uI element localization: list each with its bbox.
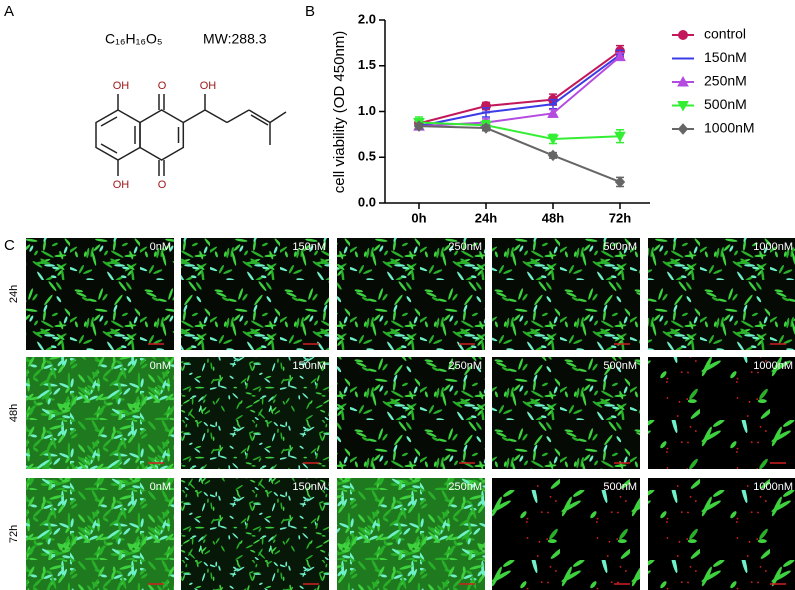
atom-label: OH [113,80,130,92]
series [413,50,626,131]
marker [547,134,559,145]
series-line [418,50,621,125]
micrograph [337,478,485,590]
panel-label: A [4,3,14,20]
micrograph [181,478,329,590]
image-grid: 24h 0nM 150nM 250nM 500nM 1000nM 48h 0nM 150nM 25… [8,238,795,590]
atom-label: OH [113,179,130,191]
micrograph [181,357,329,469]
column-label: 150nM [292,241,326,253]
series-line [418,53,621,128]
column-label: 150nM [292,360,326,372]
row-label: 72h [8,525,20,543]
marker [547,149,559,162]
column-label: 1000nM [753,241,793,253]
series [413,120,626,188]
marker [677,101,689,112]
x-tick-label: 0h [411,210,426,225]
micrograph [26,478,174,590]
atom-label: OH [200,80,217,92]
atom-label: O [158,80,167,92]
column-label: 0nM [150,481,171,493]
column-label: 1000nM [753,360,793,372]
series-line [418,125,621,183]
micrograph [492,478,640,590]
legend-label: 500nM [704,96,747,112]
column-label: 150nM [292,481,326,493]
marker [480,122,492,134]
column-label: 500nM [603,481,637,493]
series [414,44,625,129]
panel-label: B [305,3,315,20]
marker [614,176,626,188]
marker [677,75,689,87]
molecular-weight: MW:288.3 [203,31,267,47]
y-tick-label: 2.0 [358,11,376,26]
legend-label: control [704,26,746,42]
y-tick-label: 0.5 [358,149,376,164]
row-label: 24h [8,285,20,303]
y-axis-label: cell viability (OD 450nm) [331,31,348,194]
marker [614,131,626,143]
micrograph [648,238,795,350]
column-label: 250nM [448,241,482,253]
y-tick-label: 1.5 [358,57,376,72]
y-tick-label: 1.0 [358,103,376,118]
marker [678,30,688,40]
legend-label: 250nM [704,73,747,89]
x-tick-label: 24h [475,210,497,225]
micrograph [648,357,795,469]
row-label: 48h [8,404,20,422]
atom-label: O [158,179,167,191]
legend-label: 1000nM [704,120,755,136]
micrograph [26,357,174,469]
column-label: 0nM [150,241,171,253]
micrograph [337,238,485,350]
micrograph [492,357,640,469]
legend-label: 150nM [704,49,747,65]
series-line [418,121,621,140]
marker [677,123,689,135]
micrograph [648,478,795,590]
column-label: 250nM [448,481,482,493]
micrograph [26,238,174,350]
marker [547,107,559,118]
formula: C₁₆H₁₆O₅ [105,31,163,47]
x-tick-label: 72h [609,210,631,225]
column-label: 250nM [448,360,482,372]
column-label: 0nM [150,360,171,372]
column-label: 500nM [603,360,637,372]
column-label: 1000nM [753,481,793,493]
micrograph [492,238,640,350]
micrograph [337,357,485,469]
structure [95,94,287,176]
marker [413,120,425,132]
micrograph [181,238,329,350]
column-label: 500nM [603,241,637,253]
x-tick-label: 48h [542,210,564,225]
panel-label: C [4,237,15,254]
marker [614,50,626,62]
y-tick-label: 0.0 [358,194,376,209]
